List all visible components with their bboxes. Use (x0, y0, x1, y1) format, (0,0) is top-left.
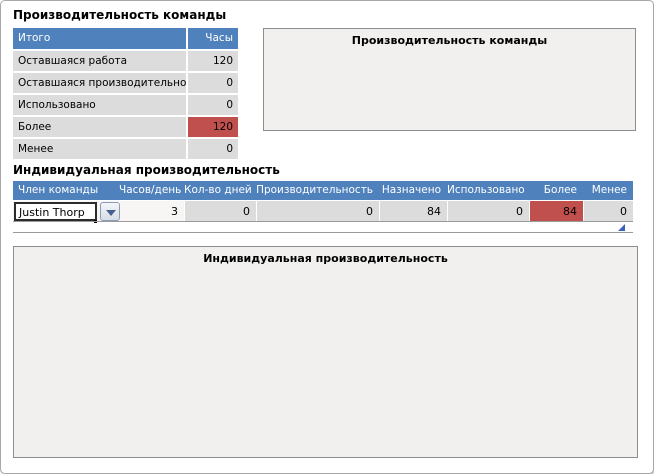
summary-row: Менее 0 (13, 139, 238, 159)
summary-row: Оставшаяся работа 120 (13, 51, 238, 71)
summary-row-label: Использовано (13, 95, 186, 115)
column-header: Часов/день (119, 184, 182, 196)
chart-title: Индивидуальная производительность (203, 252, 448, 265)
summary-section-title: Производительность команды (13, 8, 227, 22)
summary-row: Оставшаяся производительность 0 (13, 73, 238, 93)
column-header: Использовано (447, 184, 525, 196)
summary-row-value: 0 (188, 95, 238, 115)
summary-table: Итого Часы Оставшаяся работа 120 Оставшаяся … (13, 28, 238, 161)
summary-row-value: 0 (188, 139, 238, 159)
individual-productivity-chart-panel: Индивидуальная производительность (13, 246, 638, 458)
value-cell: 0 (583, 201, 633, 221)
column-header: Более (543, 184, 577, 196)
summary-row-label: Оставшаяся производительность (13, 73, 186, 93)
individual-table-header: Член команды Часов/день Кол-во дней Произво… (13, 181, 633, 200)
individual-table-row: Justin Thorp 3 0 0 84 0 84 0 (13, 200, 633, 223)
value-cell[interactable]: 3 (119, 201, 184, 221)
team-productivity-chart-panel: Производительность команды (263, 28, 636, 131)
column-header: Назначено (381, 184, 441, 196)
summary-header-value: Часы (188, 28, 238, 49)
summary-header-label: Итого (13, 28, 186, 49)
column-header: Член команды (18, 184, 99, 196)
column-header: Менее (591, 184, 627, 196)
value-cell: 84 (379, 201, 447, 221)
value-cell: 0 (256, 201, 379, 221)
value-cell: 0 (184, 201, 256, 221)
summary-row-label: Оставшаяся работа (13, 51, 186, 71)
member-combo: Justin Thorp (13, 201, 120, 223)
individual-section-title: Индивидуальная производительность (13, 163, 280, 177)
summary-row-label: Менее (13, 139, 186, 159)
column-header: Кол-во дней (184, 184, 252, 196)
summary-row-value: 120 (188, 51, 238, 71)
individual-table-empty-row (13, 221, 633, 233)
value-cell-over: 84 (529, 201, 583, 221)
member-name-cell[interactable]: Justin Thorp (14, 202, 97, 221)
summary-row: Более 120 (13, 117, 238, 137)
individual-table: Член команды Часов/день Кол-во дней Произво… (13, 181, 633, 233)
summary-header-row: Итого Часы (13, 28, 238, 49)
summary-row-value: 120 (188, 117, 238, 137)
summary-row-label: Более (13, 117, 186, 137)
table-resize-handle-icon[interactable] (618, 224, 625, 231)
summary-row: Использовано 0 (13, 95, 238, 115)
member-dropdown-button[interactable] (100, 202, 120, 221)
summary-row-value: 0 (188, 73, 238, 93)
value-cell: 0 (447, 201, 529, 221)
column-header: Производительность (256, 184, 373, 196)
chart-title: Производительность команды (351, 34, 548, 47)
chevron-down-icon (106, 210, 116, 216)
